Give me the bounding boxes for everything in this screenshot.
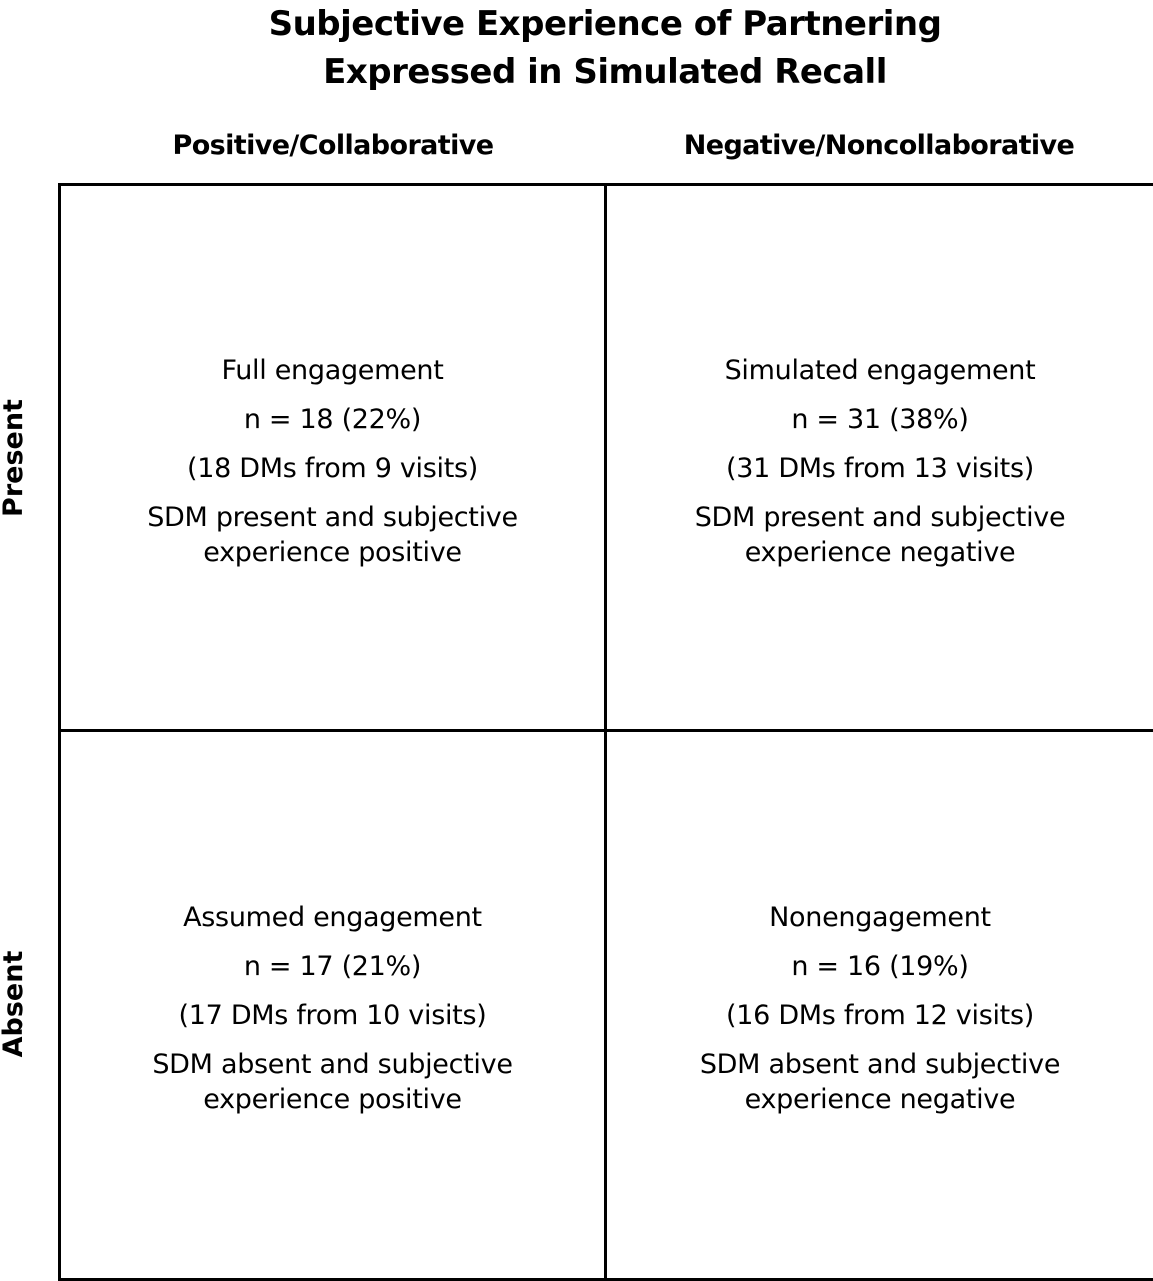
title-line-1: Subjective Experience of Partnering	[268, 4, 942, 44]
description-line-1: SDM present and subjective	[147, 501, 518, 533]
description-line-1: SDM present and subjective	[694, 501, 1066, 533]
quadrant-assumed-engagement: Assumed engagement n = 17 (21%) (17 DMs …	[61, 732, 607, 1278]
quadrant-grid: Full engagement n = 18 (22%) (18 DMs fro…	[58, 183, 1153, 1281]
quadrant-count: n = 17 (21%)	[243, 951, 422, 982]
row-header-absent: Absent	[0, 950, 29, 1058]
quadrant-count: n = 16 (19%)	[791, 951, 969, 982]
quadrant-title: Assumed engagement	[183, 902, 482, 933]
column-header-positive: Positive/Collaborative	[172, 130, 495, 161]
quadrant-source: (18 DMs from 9 visits)	[186, 452, 479, 484]
description-line-1: SDM absent and subjective	[699, 1049, 1061, 1080]
quadrant-count: n = 18 (22%)	[243, 403, 422, 435]
description-line-2: experience negative	[744, 536, 1016, 568]
column-header-negative: Negative/Noncollaborative	[683, 130, 1075, 161]
quadrant-simulated-engagement: Simulated engagement n = 31 (38%) (31 DM…	[607, 186, 1153, 732]
row-header-present: Present	[0, 399, 29, 517]
quadrant-full-engagement: Full engagement n = 18 (22%) (18 DMs fro…	[61, 186, 607, 732]
quadrant-description: SDM absent and subjective experience pos…	[152, 1047, 513, 1117]
quadrant-nonengagement: Nonengagement n = 16 (19%) (16 DMs from …	[607, 732, 1153, 1278]
description-line-2: experience positive	[203, 1084, 462, 1115]
title-line-2: Expressed in Simulated Recall	[323, 52, 887, 92]
quadrant-description: SDM absent and subjective experience neg…	[699, 1047, 1061, 1117]
quadrant-title: Simulated engagement	[724, 354, 1036, 386]
quadrant-source: (16 DMs from 12 visits)	[726, 1000, 1034, 1031]
quadrant-count: n = 31 (38%)	[791, 403, 969, 435]
quadrant-source: (31 DMs from 13 visits)	[726, 452, 1034, 484]
quadrant-source: (17 DMs from 10 visits)	[178, 1000, 487, 1031]
quadrant-title: Full engagement	[221, 354, 444, 386]
quadrant-description: SDM present and subjective experience ne…	[695, 500, 1066, 570]
description-line-2: experience negative	[744, 1084, 1016, 1115]
quadrant-description: SDM present and subjective experience po…	[147, 500, 518, 570]
description-line-1: SDM absent and subjective	[152, 1049, 513, 1080]
description-line-2: experience positive	[203, 536, 462, 568]
diagram-title: Subjective Experience of Partnering Expr…	[0, 0, 1153, 96]
quadrant-title: Nonengagement	[769, 902, 991, 933]
